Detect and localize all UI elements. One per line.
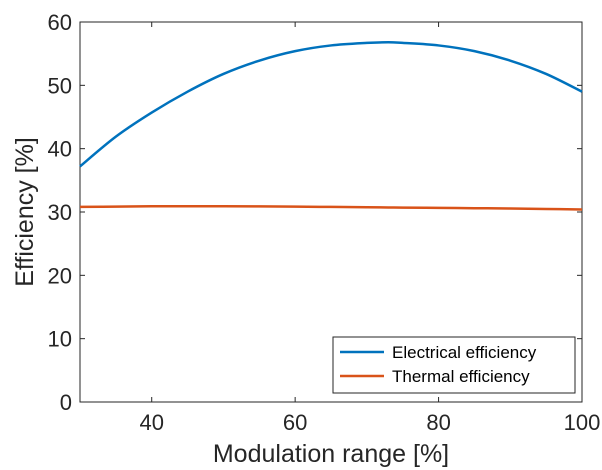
axis-ticks: 40 60 80 100 0 10 20 30 40 50 60 [48, 10, 601, 435]
electrical-efficiency-line [79, 41, 583, 168]
y-tick-label: 40 [48, 137, 72, 162]
x-tick-label: 60 [283, 410, 307, 435]
y-axis-label: Efficiency [%] [11, 137, 39, 287]
y-tick-label: 10 [48, 327, 72, 352]
legend-box [332, 336, 576, 394]
x-tick-label: 100 [564, 410, 601, 435]
x-tick-label: 40 [139, 410, 163, 435]
x-axis-label: Modulation range [%] [213, 440, 449, 468]
thermal-efficiency-line [79, 205, 583, 211]
y-tick-label: 30 [48, 200, 72, 225]
legend-label-thermal: Thermal efficiency [392, 367, 530, 386]
y-tick-label: 50 [48, 73, 72, 98]
series-lines [79, 41, 583, 211]
y-tick-label: 0 [60, 390, 72, 415]
legend-label-electrical: Electrical efficiency [392, 343, 537, 362]
y-tick-label: 20 [48, 263, 72, 288]
x-tick-label: 80 [426, 410, 450, 435]
y-tick-label: 60 [48, 10, 72, 35]
legend: Electrical efficiency Thermal efficiency [332, 336, 576, 394]
